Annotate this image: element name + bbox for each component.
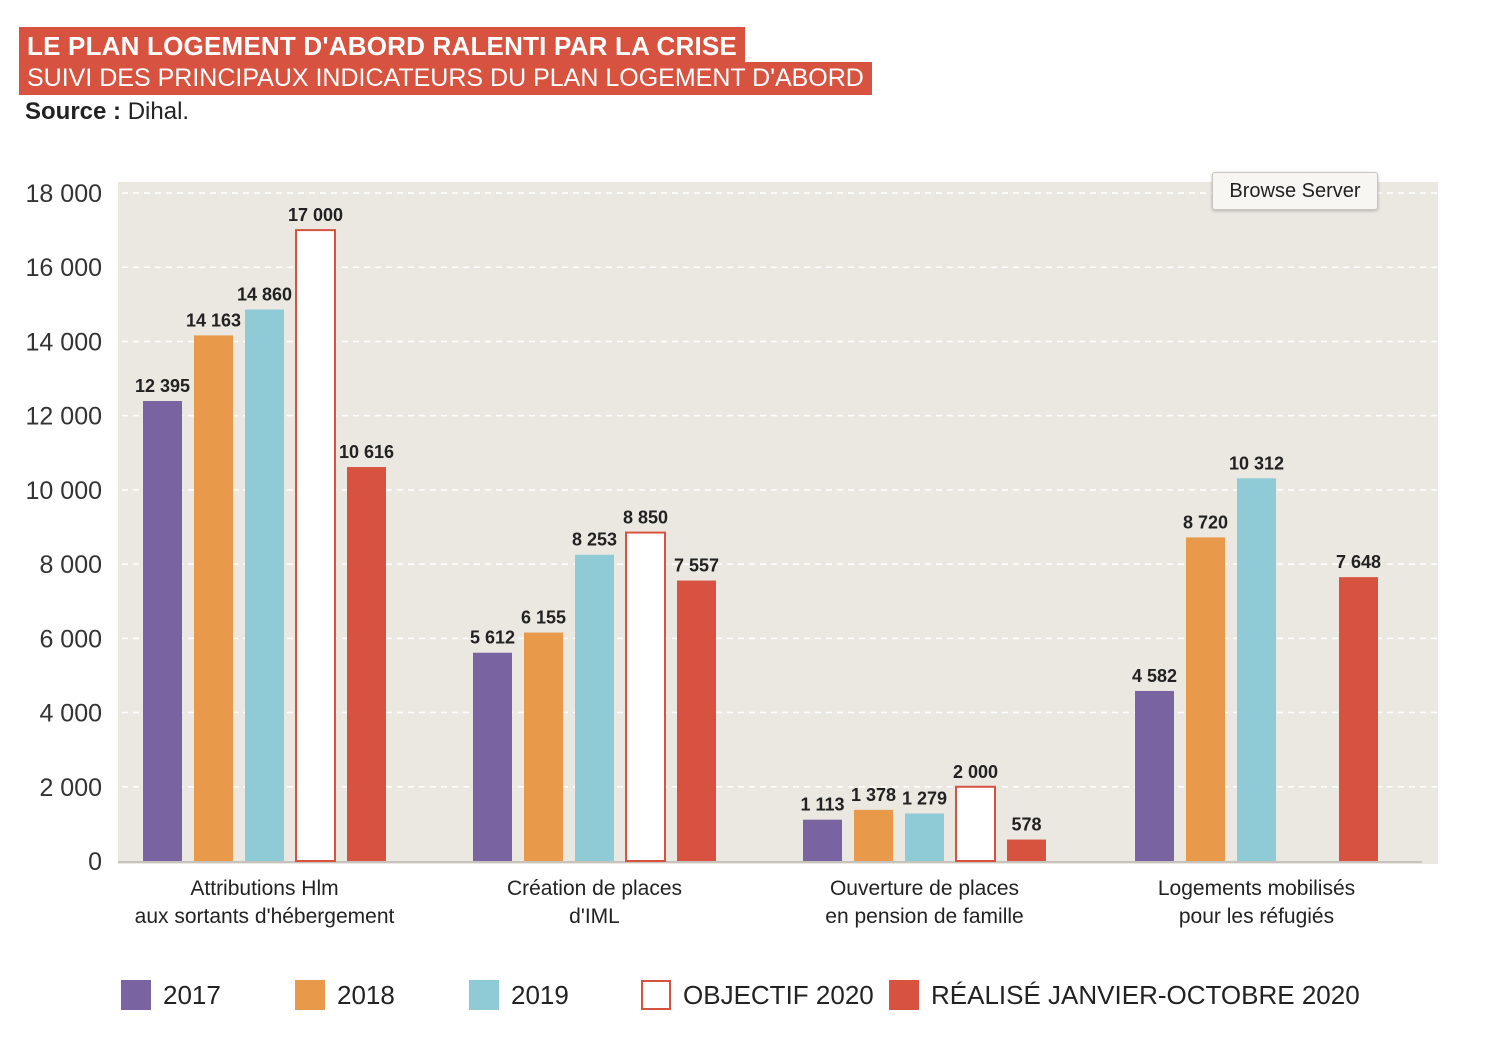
data-label: 14 163 [186,310,241,330]
source-line: Source : Dihal. [25,98,189,126]
y-tick-label: 2 000 [39,774,102,802]
y-tick-label: 4 000 [39,700,102,728]
x-category-label: Ouverture de places [830,877,1019,900]
legend-swatch-2018 [295,980,325,1010]
legend-swatch-objectif [641,980,671,1010]
bar-2019 [245,309,284,861]
data-label: 1 113 [800,795,844,815]
bar-realise [677,580,716,861]
data-label: 17 000 [288,205,343,225]
browse-server-button[interactable]: Browse Server [1212,172,1378,210]
bar-2017 [803,819,842,861]
bar-2018 [854,809,893,861]
bar-realise [1007,839,1046,861]
chart-title: LE PLAN LOGEMENT D'ABORD RALENTI PAR LA … [19,27,745,63]
x-category-label: d'IML [569,905,620,928]
x-category-label: Création de places [507,877,682,900]
bar-2018 [524,632,563,861]
legend-label-objectif: OBJECTIF 2020 [683,980,874,1010]
x-category-label: pour les réfugiés [1179,905,1334,928]
data-label: 7 557 [674,556,719,576]
data-label: 7 648 [1336,552,1381,572]
data-label: 1 279 [902,789,947,809]
bar-2019 [1237,478,1276,861]
data-label: 10 312 [1229,453,1284,473]
data-label: 12 395 [135,376,190,396]
source-label: Source : [25,98,122,125]
data-label: 8 253 [572,530,617,550]
legend-label-realise: RÉALISÉ JANVIER-OCTOBRE 2020 [931,980,1360,1010]
chart-subtitle: SUIVI DES PRINCIPAUX INDICATEURS DU PLAN… [19,62,872,95]
bar-2019 [905,813,944,861]
x-category-label: Logements mobilisés [1158,877,1355,900]
bar-2017 [1135,690,1174,861]
bar-2019 [575,554,614,861]
y-tick-label: 18 000 [26,180,102,208]
data-label: 578 [1011,815,1041,835]
bar-2018 [194,335,233,861]
bar-realise [1339,577,1378,861]
legend-label-2019: 2019 [511,980,569,1010]
legend-label-2018: 2018 [337,980,395,1010]
data-label: 8 850 [623,508,668,528]
bar-realise [347,467,386,861]
source-value: Dihal. [127,98,190,125]
bar-2018 [1186,537,1225,861]
legend-swatch-realise [889,980,919,1010]
y-tick-label: 12 000 [26,403,102,431]
bar-2017 [473,652,512,861]
data-label: 10 616 [339,442,394,462]
y-tick-label: 8 000 [39,551,102,579]
legend-label-2017: 2017 [163,980,221,1010]
y-tick-label: 10 000 [26,477,102,505]
y-tick-label: 14 000 [26,328,102,356]
bar-objectif [295,229,336,863]
data-label: 14 860 [237,285,292,305]
data-label: 2 000 [953,762,998,782]
data-label: 8 720 [1183,512,1228,532]
data-label: 1 378 [851,785,896,805]
legend-swatch-2017 [121,980,151,1010]
bar-2017 [143,401,182,861]
x-category-label: Attributions Hlm [190,877,338,900]
y-tick-label: 16 000 [26,254,102,282]
data-label: 4 582 [1132,666,1177,686]
y-tick-label: 6 000 [39,625,102,653]
bar-objectif [955,785,996,862]
data-label: 5 612 [470,628,515,648]
x-category-label: en pension de famille [825,905,1023,928]
y-tick-label: 0 [88,848,102,876]
x-category-label: aux sortants d'hébergement [135,905,395,928]
bar-objectif [625,531,666,862]
legend-swatch-2019 [469,980,499,1010]
data-label: 6 155 [521,608,566,628]
